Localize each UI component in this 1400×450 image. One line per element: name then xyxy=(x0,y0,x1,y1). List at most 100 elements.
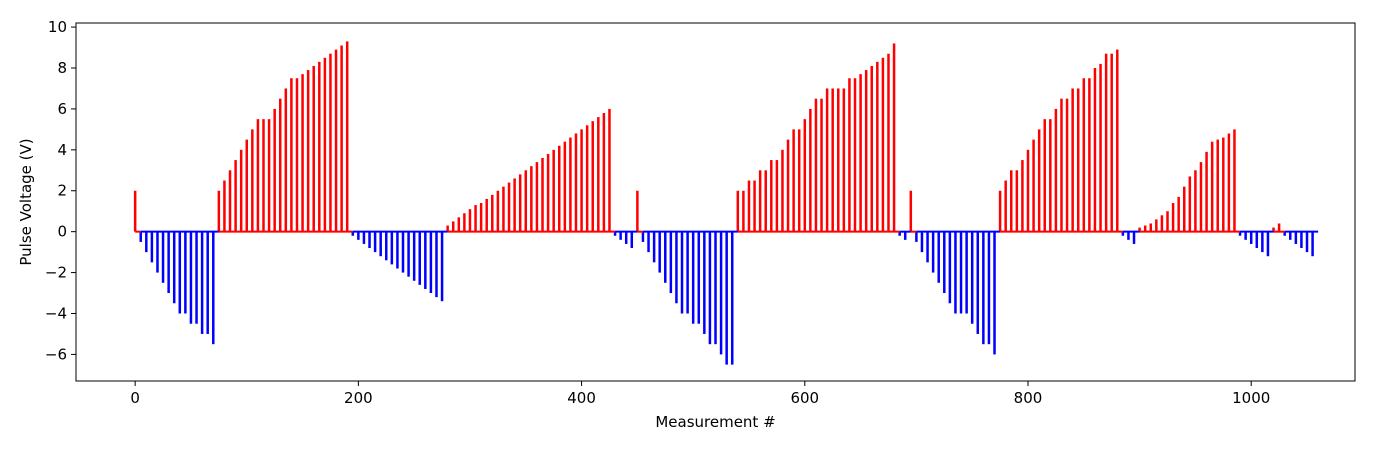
positive-pulse-bar xyxy=(636,190,639,232)
negative-pulse-bar xyxy=(156,231,159,273)
positive-pulse-bar xyxy=(451,221,455,232)
positive-pulse-bar xyxy=(747,180,751,232)
positive-pulse-bar xyxy=(602,113,606,232)
negative-pulse-bar xyxy=(982,231,985,345)
negative-pulse-bar xyxy=(385,231,388,261)
positive-pulse-bar xyxy=(1188,176,1192,232)
negative-pulse-bar xyxy=(401,231,405,273)
positive-pulse-bar xyxy=(1110,53,1113,232)
positive-pulse-bar xyxy=(585,125,589,232)
positive-pulse-bar xyxy=(848,78,851,232)
negative-pulse-bar xyxy=(647,231,650,253)
positive-pulse-bar xyxy=(1054,108,1058,232)
negative-pulse-bar xyxy=(920,231,924,253)
negative-pulse-bar xyxy=(987,231,991,345)
negative-pulse-bar xyxy=(697,231,701,324)
positive-pulse-bar xyxy=(753,180,756,232)
y-tick-label: 4 xyxy=(57,141,67,159)
negative-pulse-bar xyxy=(1311,231,1314,257)
negative-pulse-bar xyxy=(686,231,689,314)
positive-pulse-bar xyxy=(608,108,611,232)
positive-pulse-bar xyxy=(792,129,795,232)
positive-pulse-bar xyxy=(1076,88,1080,232)
y-tick-label: 2 xyxy=(57,182,67,200)
negative-pulse-bar xyxy=(1121,231,1125,236)
positive-pulse-bar xyxy=(1138,227,1141,232)
negative-pulse-bar xyxy=(351,231,355,236)
positive-pulse-bar xyxy=(273,108,276,232)
positive-pulse-bar xyxy=(1177,196,1180,232)
negative-pulse-bar xyxy=(161,231,165,283)
positive-pulse-bar xyxy=(814,98,818,232)
x-tick-label: 200 xyxy=(344,389,373,407)
positive-pulse-bar xyxy=(825,88,829,232)
y-tick-label: 0 xyxy=(57,223,67,241)
positive-pulse-bar xyxy=(781,149,784,232)
positive-pulse-bar xyxy=(1182,186,1186,232)
positive-pulse-bar xyxy=(591,121,594,232)
positive-pulse-bar xyxy=(1021,160,1024,232)
x-tick-label: 400 xyxy=(567,389,596,407)
positive-pulse-bar xyxy=(228,170,232,232)
positive-pulse-bar xyxy=(306,70,310,232)
positive-pulse-bar xyxy=(1149,223,1153,232)
negative-pulse-bar xyxy=(139,231,142,242)
negative-pulse-bar xyxy=(407,231,410,277)
positive-pulse-bar xyxy=(820,98,823,232)
positive-pulse-bar xyxy=(541,158,544,232)
negative-pulse-bar xyxy=(1255,231,1259,249)
positive-pulse-bar xyxy=(1233,129,1236,232)
negative-pulse-bar xyxy=(178,231,182,314)
positive-pulse-bar xyxy=(1104,53,1108,232)
x-axis-label: Measurement # xyxy=(655,413,775,431)
positive-pulse-bar xyxy=(742,190,745,232)
positive-pulse-bar xyxy=(797,129,801,232)
negative-pulse-bar xyxy=(1300,231,1303,249)
positive-pulse-bar xyxy=(1004,180,1007,232)
negative-pulse-bar xyxy=(959,231,963,314)
positive-pulse-bar xyxy=(1210,141,1214,232)
positive-pulse-bar xyxy=(278,98,282,232)
negative-pulse-bar xyxy=(396,231,399,269)
negative-pulse-bar xyxy=(719,231,723,355)
positive-pulse-bar xyxy=(859,74,862,232)
negative-pulse-bar xyxy=(675,231,678,304)
positive-pulse-bar xyxy=(853,78,857,232)
positive-pulse-bar xyxy=(770,160,773,232)
positive-pulse-bar xyxy=(580,129,583,232)
y-tick-label: −6 xyxy=(45,345,67,363)
negative-pulse-bar xyxy=(167,231,170,294)
positive-pulse-bar xyxy=(1222,137,1225,232)
positive-pulse-bar xyxy=(223,180,226,232)
positive-pulse-bar xyxy=(563,141,567,232)
negative-pulse-bar xyxy=(435,231,438,298)
positive-pulse-bar xyxy=(558,145,561,232)
negative-pulse-bar xyxy=(613,231,617,236)
negative-pulse-bar xyxy=(619,231,622,240)
positive-pulse-bar xyxy=(1037,129,1041,232)
negative-pulse-bar xyxy=(641,231,645,242)
positive-pulse-bar xyxy=(446,225,449,232)
negative-pulse-bar xyxy=(172,231,176,304)
negative-pulse-bar xyxy=(926,231,929,263)
positive-pulse-bar xyxy=(1143,225,1147,232)
positive-pulse-bar xyxy=(507,182,511,232)
negative-pulse-bar xyxy=(669,231,673,294)
positive-pulse-bar xyxy=(1032,139,1035,232)
positive-pulse-bar xyxy=(892,43,896,232)
positive-pulse-bar xyxy=(284,88,288,232)
negative-pulse-bar xyxy=(440,231,444,302)
positive-pulse-bar xyxy=(552,149,555,232)
negative-pulse-bar xyxy=(965,231,968,314)
negative-pulse-bar xyxy=(412,231,416,281)
positive-pulse-bar xyxy=(1116,49,1119,232)
positive-pulse-bar xyxy=(837,88,840,232)
positive-pulse-bar xyxy=(491,194,494,232)
positive-pulse-bar xyxy=(546,153,550,232)
positive-pulse-bar xyxy=(256,119,260,232)
positive-pulse-bar xyxy=(831,88,834,232)
positive-pulse-bar xyxy=(463,213,466,232)
positive-pulse-bar xyxy=(1043,119,1046,232)
y-tick-label: 6 xyxy=(57,100,67,118)
positive-pulse-bar xyxy=(574,133,578,232)
